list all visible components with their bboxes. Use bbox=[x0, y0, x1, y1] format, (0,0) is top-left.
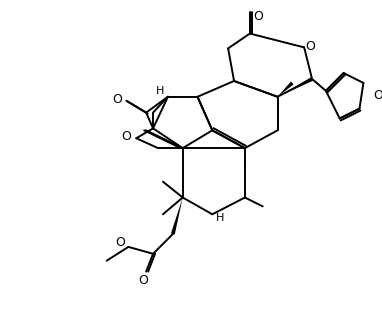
Polygon shape bbox=[171, 198, 183, 234]
Text: O: O bbox=[305, 40, 315, 53]
Text: H: H bbox=[156, 86, 164, 96]
Text: O: O bbox=[373, 89, 382, 102]
Text: O: O bbox=[115, 236, 125, 249]
Text: H: H bbox=[216, 213, 224, 223]
Text: O: O bbox=[113, 93, 123, 106]
Polygon shape bbox=[277, 82, 294, 97]
Text: O: O bbox=[253, 10, 263, 23]
Polygon shape bbox=[277, 77, 313, 97]
Text: O: O bbox=[138, 274, 148, 287]
Text: O: O bbox=[121, 130, 131, 143]
